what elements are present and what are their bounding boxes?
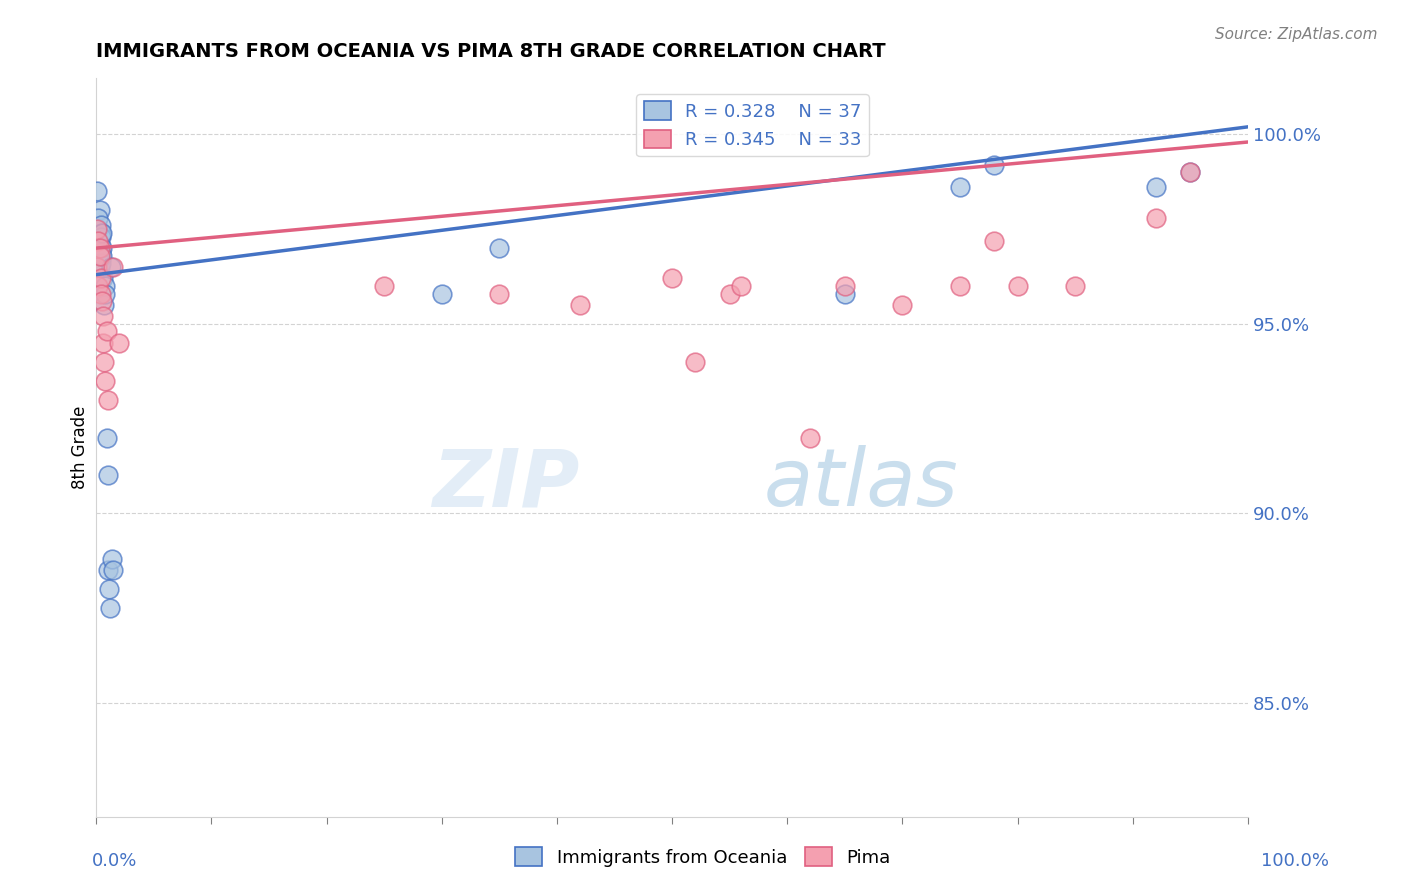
Point: [983, 234, 1005, 248]
Point: [1144, 211, 1167, 225]
Point: [87, 279, 110, 293]
Point: [101, 552, 124, 566]
Point: [96, 325, 118, 339]
Point: [97, 392, 120, 407]
Point: [97, 582, 120, 597]
Text: 0.0%: 0.0%: [91, 852, 136, 870]
Point: [94, 374, 117, 388]
Legend: R = 0.328    N = 37, R = 0.345    N = 33: R = 0.328 N = 37, R = 0.345 N = 33: [637, 94, 869, 156]
Point: [93, 355, 115, 369]
Point: [89, 203, 111, 218]
Point: [949, 180, 972, 194]
Point: [488, 286, 510, 301]
Point: [94, 286, 117, 301]
Point: [90, 286, 112, 301]
Point: [94, 279, 117, 293]
Point: [834, 279, 856, 293]
Point: [683, 355, 706, 369]
Point: [86, 222, 108, 236]
Point: [87, 222, 110, 236]
Point: [430, 286, 453, 301]
Point: [373, 279, 395, 293]
Text: atlas: atlas: [763, 445, 959, 523]
Point: [86, 260, 108, 274]
Point: [97, 563, 120, 577]
Point: [718, 286, 741, 301]
Point: [96, 431, 118, 445]
Y-axis label: 8th Grade: 8th Grade: [72, 405, 89, 489]
Point: [89, 249, 111, 263]
Point: [93, 298, 115, 312]
Point: [108, 335, 131, 350]
Point: [91, 310, 114, 324]
Point: [834, 286, 856, 301]
Point: [568, 298, 591, 312]
Point: [86, 184, 108, 198]
Point: [661, 271, 683, 285]
Point: [1144, 180, 1167, 194]
Point: [86, 279, 108, 293]
Point: [91, 249, 114, 263]
Point: [87, 234, 110, 248]
Point: [87, 211, 110, 225]
Point: [91, 226, 114, 240]
Text: Source: ZipAtlas.com: Source: ZipAtlas.com: [1215, 27, 1378, 42]
Point: [89, 260, 111, 274]
Point: [91, 271, 114, 285]
Point: [90, 244, 112, 259]
Point: [90, 226, 112, 240]
Point: [87, 234, 110, 248]
Point: [730, 279, 752, 293]
Point: [949, 279, 972, 293]
Point: [1064, 279, 1087, 293]
Point: [90, 256, 112, 270]
Legend: Immigrants from Oceania, Pima: Immigrants from Oceania, Pima: [508, 840, 898, 874]
Point: [98, 601, 121, 615]
Point: [91, 241, 114, 255]
Point: [89, 249, 111, 263]
Point: [103, 260, 125, 274]
Point: [1007, 279, 1029, 293]
Point: [891, 298, 914, 312]
Point: [97, 468, 120, 483]
Point: [90, 229, 112, 244]
Point: [103, 563, 125, 577]
Point: [91, 294, 114, 309]
Text: ZIP: ZIP: [433, 445, 579, 523]
Point: [1180, 165, 1202, 179]
Point: [91, 335, 114, 350]
Point: [1180, 165, 1202, 179]
Point: [90, 219, 112, 233]
Point: [100, 260, 122, 274]
Point: [89, 237, 111, 252]
Text: IMMIGRANTS FROM OCEANIA VS PIMA 8TH GRADE CORRELATION CHART: IMMIGRANTS FROM OCEANIA VS PIMA 8TH GRAD…: [96, 42, 886, 61]
Point: [799, 431, 821, 445]
Point: [89, 241, 111, 255]
Point: [488, 241, 510, 255]
Point: [983, 158, 1005, 172]
Point: [90, 271, 112, 285]
Text: 100.0%: 100.0%: [1261, 852, 1329, 870]
Point: [86, 241, 108, 255]
